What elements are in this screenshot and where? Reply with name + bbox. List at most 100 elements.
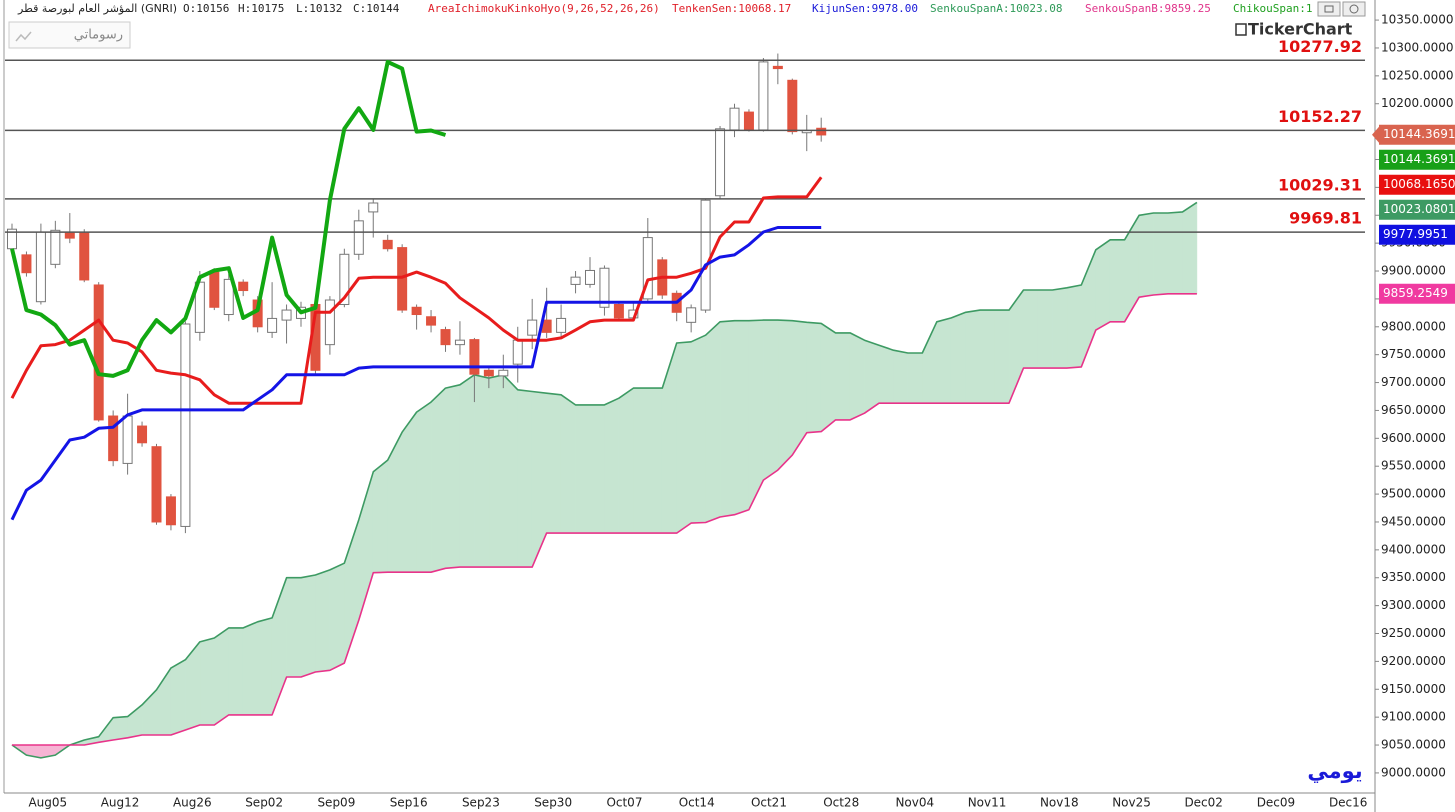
y-tick-label: 9800.0000 <box>1381 319 1446 333</box>
candle-body <box>642 237 653 300</box>
cloud-fill <box>488 374 504 568</box>
cloud-fill <box>835 332 851 421</box>
price-tag: 10023.0801 <box>1379 199 1455 220</box>
x-tick-label: Dec16 <box>1329 796 1368 810</box>
cloud-fill <box>474 374 490 568</box>
cloud-fill <box>965 309 981 404</box>
ohlc-label: O:10156 <box>183 2 229 15</box>
x-tick-label: Sep02 <box>245 796 283 810</box>
candle-body <box>281 309 292 321</box>
candle-body <box>729 107 740 131</box>
level-label: 10277.92 <box>1278 37 1362 56</box>
window-button[interactable] <box>1342 1 1366 17</box>
cloud-fill <box>647 387 663 534</box>
x-tick-label: Oct07 <box>606 796 642 810</box>
cloud-fill <box>546 392 562 534</box>
price-tag-box <box>1379 149 1455 170</box>
candle-body <box>79 232 90 281</box>
cloud-fill <box>864 339 880 414</box>
candle-body <box>715 128 726 197</box>
cloud-fill <box>517 389 533 568</box>
y-tick-label: 9250.0000 <box>1381 626 1446 640</box>
cloud-fill <box>748 319 764 510</box>
candle-body <box>21 254 32 274</box>
cloud-fill <box>445 384 461 569</box>
cloud-fill <box>401 411 417 573</box>
candle-body <box>686 307 697 323</box>
price-tag-box <box>1379 174 1455 195</box>
ohlc-label: C:10144 <box>353 2 400 15</box>
price-tag-label: 10068.1650 <box>1383 177 1455 191</box>
cloud-fill <box>416 401 432 573</box>
plot-area: 10277.92 10152.27 10029.31 9969.81 <box>5 37 1365 759</box>
cloud-fill <box>112 716 128 741</box>
candle-body <box>151 446 162 523</box>
candle-body <box>700 199 711 311</box>
y-tick-label: 10250.0000 <box>1381 68 1454 82</box>
candle-body <box>498 369 509 377</box>
candle-body <box>238 281 249 292</box>
cloud-fill <box>618 387 634 534</box>
candle-body <box>108 415 119 462</box>
y-tick-label: 10350.0000 <box>1381 13 1454 27</box>
indicator-label: AreaIchimokuKinkoHyo(9,26,52,26,26) <box>428 2 660 15</box>
candle-body <box>469 339 480 375</box>
y-tick-label: 9900.0000 <box>1381 264 1446 278</box>
cloud-fill <box>820 322 836 433</box>
y-tick-label: 9200.0000 <box>1381 654 1446 668</box>
chart-title: المؤشر العام لبورصة قطر (GNRI) <box>17 2 177 15</box>
x-tick-label: Nov18 <box>1040 796 1079 810</box>
candle-body <box>613 303 624 319</box>
cloud-fill <box>372 459 389 574</box>
candle-body <box>411 306 422 316</box>
cloud-fill <box>242 621 258 716</box>
candle-body <box>324 299 335 346</box>
candle-body <box>339 253 350 305</box>
y-tick-label: 9300.0000 <box>1381 598 1446 612</box>
indicator-line <box>10 59 447 378</box>
indicator-line <box>10 226 822 521</box>
cloud-fill <box>560 394 576 534</box>
cloud-fill <box>705 321 721 523</box>
price-tag-box <box>1379 224 1455 245</box>
price-tag-box <box>1379 199 1455 220</box>
cloud-fill <box>1138 212 1154 298</box>
header-button[interactable]: رسوماتي <box>8 21 131 49</box>
indicator-label: TenkenSen:10068.17 <box>672 2 791 15</box>
brand: TickerChart <box>1248 20 1353 39</box>
candle-body <box>353 220 364 255</box>
indicator-label: SenkouSpanB:9859.25 <box>1085 2 1211 15</box>
candle-body <box>816 127 827 136</box>
indicator-label: KijunSen:9978.00 <box>812 2 918 15</box>
candle-body <box>180 323 191 527</box>
price-tag: 9859.2549 <box>1379 283 1455 304</box>
indicator-label: SenkouSpanA:10023.08 <box>930 2 1062 15</box>
candle-body <box>64 232 75 239</box>
cloud-fill <box>1023 289 1039 369</box>
cloud-fill <box>1167 211 1183 295</box>
candle-body <box>397 247 408 311</box>
senkou-span-b <box>12 293 1197 746</box>
cloud-fill <box>936 317 952 404</box>
window-button[interactable] <box>1317 1 1341 17</box>
x-tick-label: Oct21 <box>751 796 787 810</box>
price-tag: 10068.1650 <box>1379 174 1455 195</box>
price-tag-box <box>1379 124 1455 145</box>
y-tick-label: 9500.0000 <box>1381 487 1446 501</box>
candle-body <box>772 65 783 70</box>
candle-body <box>585 269 595 285</box>
y-tick-label: 9100.0000 <box>1381 710 1446 724</box>
x-tick-label: Aug26 <box>173 796 212 810</box>
cloud-fill <box>329 562 345 671</box>
candle-body <box>743 111 754 131</box>
window-icon <box>1324 5 1334 13</box>
cloud-fill <box>893 349 909 404</box>
candle-body <box>426 316 437 326</box>
x-tick-label: Aug05 <box>28 796 67 810</box>
price-tag-label: 9977.9951 <box>1383 227 1448 241</box>
ohlc-label: L:10132 <box>296 2 342 15</box>
candle-body <box>122 415 133 464</box>
indicator-line <box>10 176 823 405</box>
cloud-fill <box>604 397 620 534</box>
